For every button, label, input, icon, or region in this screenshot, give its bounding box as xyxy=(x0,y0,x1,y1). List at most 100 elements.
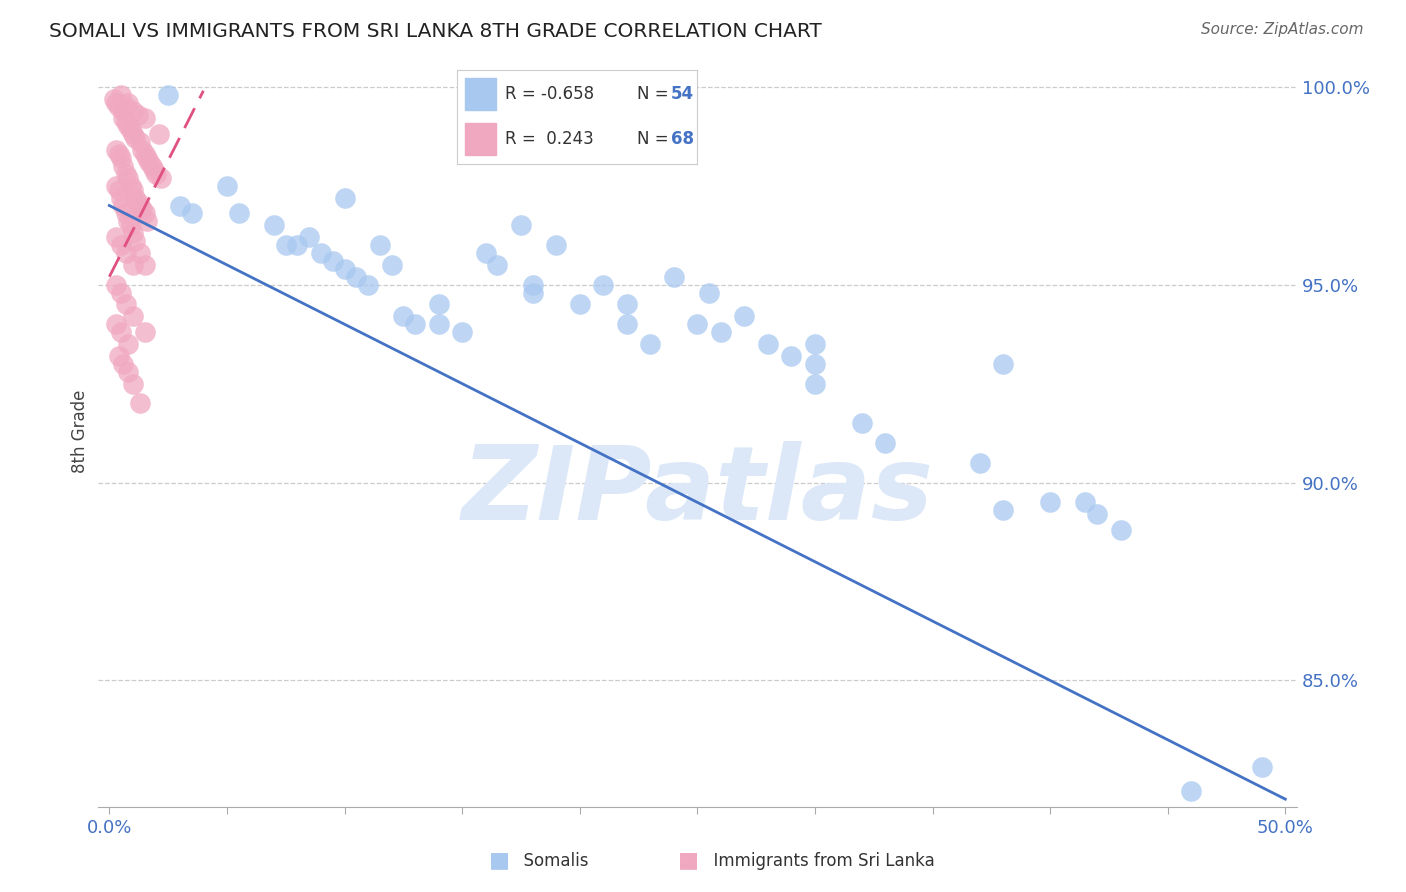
Point xyxy=(380,258,402,272)
Point xyxy=(134,258,156,272)
Point xyxy=(368,238,391,252)
Point xyxy=(616,318,638,332)
Point xyxy=(733,310,755,324)
Point xyxy=(112,198,135,212)
Point xyxy=(274,238,297,252)
Point xyxy=(451,325,474,339)
Point xyxy=(110,87,132,102)
Point xyxy=(309,246,332,260)
Point xyxy=(427,318,450,332)
Point xyxy=(145,167,167,181)
Point xyxy=(121,226,143,240)
Point xyxy=(1074,495,1097,509)
Point xyxy=(117,214,139,228)
Point xyxy=(105,230,128,244)
Point xyxy=(180,206,202,220)
Point xyxy=(780,349,803,363)
Text: ZIPatlas: ZIPatlas xyxy=(461,441,934,541)
Point xyxy=(141,159,163,173)
Point xyxy=(117,120,139,134)
Point xyxy=(392,310,415,324)
Point xyxy=(522,285,544,300)
Point xyxy=(129,135,152,149)
Point xyxy=(131,143,153,157)
Point xyxy=(344,269,367,284)
Point xyxy=(228,206,250,220)
Point xyxy=(112,103,135,118)
Point xyxy=(991,503,1014,517)
Point xyxy=(103,92,125,106)
Point xyxy=(114,297,136,311)
Point xyxy=(875,436,897,450)
Point xyxy=(287,238,309,252)
Point xyxy=(215,178,238,193)
Point xyxy=(851,416,873,430)
Point xyxy=(124,234,146,248)
Point xyxy=(105,143,128,157)
Point xyxy=(134,112,156,126)
Point xyxy=(121,310,143,324)
Point xyxy=(114,206,136,220)
Point xyxy=(136,151,159,165)
Point xyxy=(638,337,661,351)
Point xyxy=(110,285,132,300)
Point xyxy=(509,219,531,233)
Point xyxy=(107,147,129,161)
Point xyxy=(129,198,152,212)
Point xyxy=(127,194,149,209)
Point xyxy=(112,357,135,371)
Point xyxy=(110,151,132,165)
Point xyxy=(804,357,827,371)
Point xyxy=(129,396,152,410)
Point xyxy=(114,246,136,260)
Point xyxy=(117,170,139,185)
Point xyxy=(486,258,509,272)
Point xyxy=(404,318,426,332)
Text: Somalis: Somalis xyxy=(513,852,589,870)
Point xyxy=(121,258,143,272)
Point xyxy=(105,95,128,110)
Point xyxy=(129,246,152,260)
Point xyxy=(969,456,991,470)
Text: ■: ■ xyxy=(489,850,509,870)
Text: SOMALI VS IMMIGRANTS FROM SRI LANKA 8TH GRADE CORRELATION CHART: SOMALI VS IMMIGRANTS FROM SRI LANKA 8TH … xyxy=(49,22,823,41)
Point xyxy=(117,95,139,110)
Point xyxy=(991,357,1014,371)
Point xyxy=(522,277,544,292)
Point xyxy=(124,191,146,205)
Point xyxy=(134,325,156,339)
Point xyxy=(616,297,638,311)
Point xyxy=(105,277,128,292)
Point xyxy=(107,99,129,113)
Point xyxy=(110,191,132,205)
Point xyxy=(143,162,166,177)
Point xyxy=(110,238,132,252)
Point xyxy=(136,214,159,228)
Point xyxy=(112,112,135,126)
Point xyxy=(756,337,779,351)
Point xyxy=(105,178,128,193)
Point xyxy=(804,337,827,351)
Point xyxy=(107,183,129,197)
Point xyxy=(117,337,139,351)
Point xyxy=(120,178,142,193)
Point xyxy=(298,230,321,244)
Point xyxy=(1180,784,1202,798)
Point xyxy=(1109,523,1132,537)
Point xyxy=(127,107,149,121)
Point xyxy=(110,325,132,339)
Point xyxy=(107,349,129,363)
Point xyxy=(263,219,285,233)
Point xyxy=(114,167,136,181)
Point xyxy=(568,297,591,311)
Point xyxy=(134,206,156,220)
Point xyxy=(697,285,720,300)
Point xyxy=(120,219,142,233)
Point xyxy=(427,297,450,311)
Text: ■: ■ xyxy=(679,850,699,870)
Point xyxy=(114,115,136,129)
Point xyxy=(134,147,156,161)
Point xyxy=(1085,507,1108,521)
Point xyxy=(138,155,160,169)
Point xyxy=(710,325,733,339)
